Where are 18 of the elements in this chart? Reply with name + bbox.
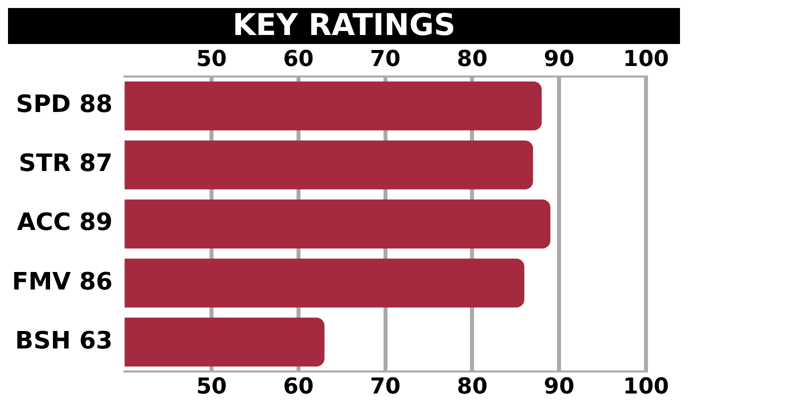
y-tick-label: SPD 88 <box>16 90 113 118</box>
x2-tick-label: 90 <box>544 374 574 400</box>
y-tick-label: BSH 63 <box>15 326 113 354</box>
x2-tick-label: 100 <box>623 374 669 400</box>
x-tick-label: 50 <box>196 46 227 72</box>
x2-tick-label: 70 <box>370 374 401 400</box>
x-tick-label: 90 <box>544 46 574 72</box>
y-tick-label: STR 87 <box>18 149 113 178</box>
x-tick-label: 60 <box>283 46 314 72</box>
x2-tick-label: 50 <box>196 374 227 400</box>
y-tick-label: ACC 89 <box>17 208 113 236</box>
x2-tick-label: 60 <box>283 374 314 400</box>
chart-title: KEY RATINGS <box>8 8 680 44</box>
x-tick-label: 100 <box>623 46 669 72</box>
x-tick-label: 70 <box>370 46 401 72</box>
x2-tick-label: 80 <box>456 374 488 400</box>
x-tick-label: 80 <box>456 46 488 72</box>
y-tick-label: FMV 86 <box>12 267 113 296</box>
